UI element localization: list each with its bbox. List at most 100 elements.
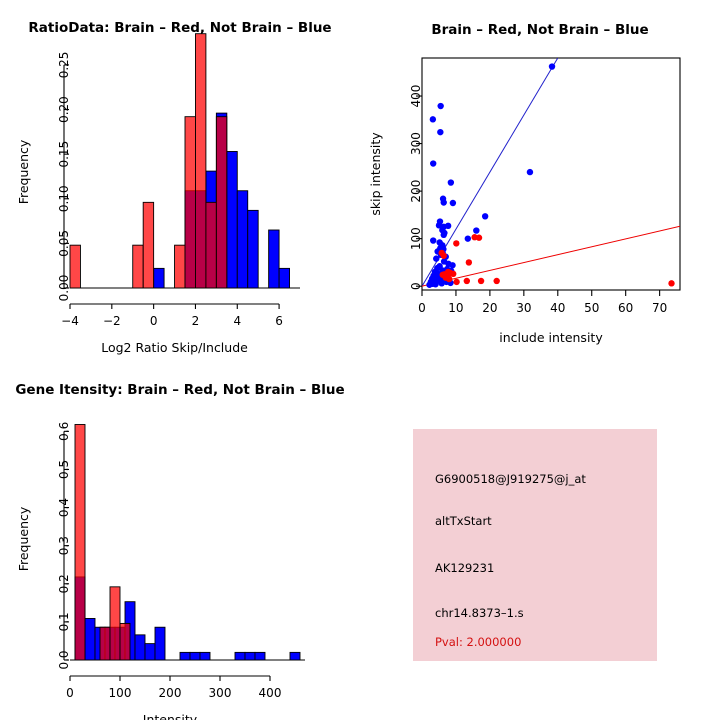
histogram-bar xyxy=(153,267,165,289)
histogram-bar xyxy=(99,626,111,661)
data-point xyxy=(444,272,451,279)
histogram-bar xyxy=(199,651,211,661)
data-point xyxy=(475,234,483,241)
x-tick-label: −2 xyxy=(103,314,121,328)
x-tick-label: 30 xyxy=(516,301,531,315)
x-tick-label: 2 xyxy=(192,314,200,328)
y-tick-label: 400 xyxy=(409,85,423,108)
x-tick-label: 40 xyxy=(550,301,565,315)
histogram-bar xyxy=(134,634,146,661)
histogram-bar xyxy=(247,209,259,289)
panel-ratio-histogram: RatioData: Brain – Red, Not Brain – Blue… xyxy=(0,0,360,360)
y-tick-label: 0.2 xyxy=(57,574,71,593)
data-point xyxy=(449,262,456,269)
y-axis: 0.0 0.1 0.2 0.3 0.4 0.5 0.6 xyxy=(57,422,71,670)
histogram-bar xyxy=(74,424,86,661)
bar-series-brain xyxy=(69,33,228,289)
histogram-bar xyxy=(109,586,121,661)
histogram-bar xyxy=(69,244,81,289)
data-point xyxy=(432,281,439,288)
x-tick-label: 6 xyxy=(275,314,283,328)
x-tick-label: 200 xyxy=(159,686,182,700)
intensity-scatter-svg: 0 100 200 300 400 0 10 20 30 40 50 60 70 include inte… xyxy=(368,57,681,345)
y-tick-label: 0.25 xyxy=(57,52,71,79)
y-axis: 0 100 200 300 400 xyxy=(409,85,423,290)
y-tick-label: 0.5 xyxy=(57,460,71,479)
data-point xyxy=(447,179,455,186)
histogram-bar xyxy=(184,116,196,289)
data-point xyxy=(526,168,534,176)
histogram-bar xyxy=(244,651,256,661)
data-point xyxy=(426,281,433,288)
histogram-bar xyxy=(226,151,238,289)
y-tick-label: 0.00 xyxy=(57,275,71,302)
plot-box xyxy=(421,57,681,291)
x-tick-label: 0 xyxy=(66,686,74,700)
x-axis-label: include intensity xyxy=(499,330,603,345)
data-point xyxy=(473,227,480,234)
x-tick-label: 0 xyxy=(150,314,158,328)
x-axis-label: Intensity xyxy=(143,712,198,720)
y-tick-label: 0.3 xyxy=(57,536,71,555)
annotation-line-event: altTxStart xyxy=(435,514,492,528)
x-axis: 0 10 20 30 40 50 60 70 xyxy=(418,290,667,315)
fit-line-brain-fit xyxy=(422,225,680,287)
data-point xyxy=(438,280,445,287)
data-point xyxy=(453,278,460,286)
y-axis-label: skip intensity xyxy=(368,132,383,216)
histogram-bar xyxy=(254,651,266,661)
x-tick-label: 300 xyxy=(209,686,232,700)
panel-gene-intensity-histogram: Gene Itensity: Brain – Red, Not Brain – … xyxy=(0,360,360,720)
y-tick-label: 300 xyxy=(409,132,423,155)
gene-intensity-histogram-title: Gene Itensity: Brain – Red, Not Brain – … xyxy=(15,382,345,398)
data-point xyxy=(463,277,471,285)
gene-intensity-histogram-svg: 0.0 0.1 0.2 0.3 0.4 0.5 0.6 0 100 200 300 400 Intens… xyxy=(16,422,305,720)
x-tick-label: −4 xyxy=(61,314,79,328)
data-point xyxy=(477,277,485,285)
data-point xyxy=(668,280,675,287)
x-tick-label: 0 xyxy=(418,301,426,315)
y-tick-label: 0.6 xyxy=(57,422,71,441)
x-axis-label: Log2 Ratio Skip/Include xyxy=(101,340,248,355)
data-point xyxy=(437,128,444,136)
data-point xyxy=(430,160,437,167)
annotation-line-probe: G6900518@J919275@j_at xyxy=(435,472,586,486)
x-tick-label: 100 xyxy=(109,686,132,700)
data-point xyxy=(440,231,447,239)
annotation-line-accession: AK129231 xyxy=(435,561,495,575)
data-point xyxy=(437,102,444,110)
y-tick-label: 0.1 xyxy=(57,612,71,631)
y-axis: 0.00 0.05 0.10 0.15 0.20 0.25 xyxy=(57,52,71,302)
scatter-series-brain xyxy=(438,234,675,287)
ratio-histogram-svg: 0.00 0.05 0.10 0.15 0.20 0.25 −4 −2 0 2 4 6 Log2 Rat… xyxy=(16,33,300,355)
y-axis-label: Frequency xyxy=(16,139,31,204)
histogram-bar xyxy=(154,626,166,661)
y-tick-label: 100 xyxy=(409,227,423,250)
data-point xyxy=(548,63,556,70)
histogram-bar xyxy=(174,244,186,289)
y-tick-label: 0.15 xyxy=(57,141,71,168)
histogram-bar xyxy=(144,643,156,661)
histogram-bar xyxy=(189,651,201,661)
data-point xyxy=(493,277,500,285)
y-tick-label: 0.4 xyxy=(57,498,71,517)
x-tick-label: 60 xyxy=(618,301,633,315)
histogram-bar xyxy=(119,622,131,661)
annotation-line-pval: Pval: 2.000000 xyxy=(435,635,522,649)
data-point xyxy=(433,255,440,262)
histogram-bar xyxy=(205,201,217,289)
data-point xyxy=(465,259,473,266)
x-tick-label: 70 xyxy=(652,301,667,315)
x-tick-label: 50 xyxy=(584,301,599,315)
histogram-bar xyxy=(278,267,290,289)
data-point xyxy=(449,199,457,207)
histogram-bar xyxy=(132,244,144,289)
x-tick-label: 4 xyxy=(233,314,241,328)
y-tick-label: 0.0 xyxy=(57,650,71,669)
annotation-line-locus: chr14.8373–1.s xyxy=(435,606,524,620)
annotation-box: G6900518@J919275@j_at altTxStart AK12923… xyxy=(413,429,657,661)
histogram-bar xyxy=(215,116,228,289)
histogram-bar xyxy=(195,33,207,289)
data-point xyxy=(481,213,489,220)
